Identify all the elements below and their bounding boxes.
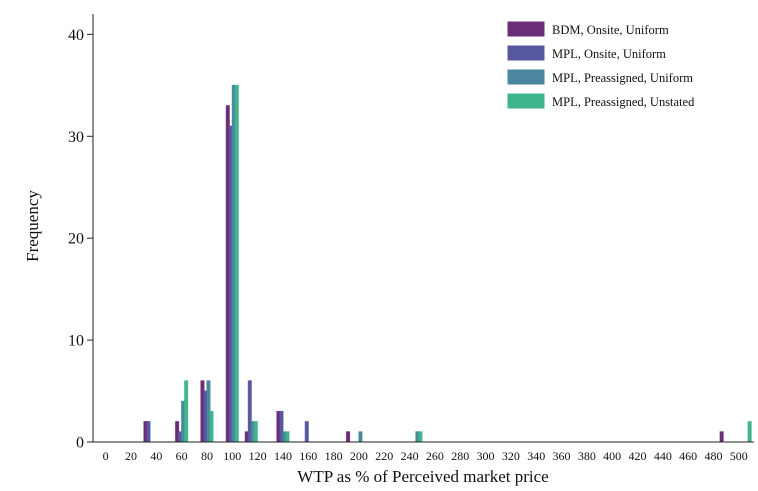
x-axis-label: WTP as % of Perceived market price: [297, 467, 548, 486]
y-axis-label: Frequency: [23, 190, 42, 262]
x-tick-label: 220: [375, 449, 393, 463]
y-tick-label: 20: [68, 231, 84, 248]
bars-layer: [143, 84, 752, 443]
legend-swatch-bdm-onsite-uniform: [507, 21, 545, 37]
x-tick-label: 260: [426, 449, 444, 463]
legend-swatch-mpl-onsite-uniform: [507, 45, 545, 61]
x-tick-label: 480: [704, 449, 722, 463]
legend-label-mpl-onsite-uniform: MPL, Onsite, Uniform: [552, 47, 666, 61]
x-tick-label: 240: [401, 449, 419, 463]
bar-mpl-onsite-uniform-35: [146, 421, 151, 443]
x-tick-label: 280: [451, 449, 469, 463]
x-tick-label: 140: [274, 449, 292, 463]
y-tick-label: 40: [68, 27, 84, 44]
bar-bdm-onsite-uniform-195: [346, 431, 351, 443]
x-tick-label: 180: [325, 449, 343, 463]
legend-label-mpl-preassigned-uniform: MPL, Preassigned, Uniform: [552, 71, 693, 85]
bar-mpl-preassigned-unstated-115: [253, 421, 258, 443]
bar-mpl-preassigned-unstated-100: [234, 84, 239, 443]
bar-mpl-preassigned-unstated-245: [418, 431, 423, 443]
x-tick-label: 200: [350, 449, 368, 463]
legend: BDM, Onsite, Uniform MPL, Onsite, Uniform…: [507, 21, 695, 109]
x-tick-label: 20: [125, 449, 137, 463]
legend-label-bdm-onsite-uniform: BDM, Onsite, Uniform: [552, 23, 669, 37]
x-tick-label: 380: [578, 449, 596, 463]
x-tick-label: 160: [299, 449, 317, 463]
bar-mpl-preassigned-unstated-140: [285, 431, 290, 443]
x-tick-label: 40: [150, 449, 162, 463]
x-tick-label: 320: [502, 449, 520, 463]
legend-swatch-mpl-preassigned-unstated: [507, 93, 545, 109]
y-tick-label: 30: [68, 129, 84, 146]
bar-bdm-onsite-uniform-490: [719, 431, 724, 443]
bar-mpl-preassigned-unstated-60: [184, 380, 189, 443]
x-tick-label: 440: [654, 449, 672, 463]
x-tick-label: 60: [176, 449, 188, 463]
x-tick-label: 120: [249, 449, 267, 463]
bar-mpl-preassigned-unstated-80: [209, 410, 214, 443]
x-tick-label: 340: [527, 449, 545, 463]
x-tick-label: 0: [103, 449, 109, 463]
bar-mpl-onsite-uniform-160: [304, 421, 309, 443]
x-tick-label: 460: [679, 449, 697, 463]
x-tick-label: 300: [477, 449, 495, 463]
x-tick-label: 360: [553, 449, 571, 463]
legend-swatch-mpl-preassigned-uniform: [507, 69, 545, 85]
x-tick-label: 500: [730, 449, 748, 463]
y-tick-label: 0: [76, 435, 84, 452]
x-tick-label: 420: [629, 449, 647, 463]
x-tick-label: 80: [201, 449, 213, 463]
y-ticks: 0 10 20 30 40: [68, 27, 93, 452]
x-tick-label: 100: [223, 449, 241, 463]
legend-label-mpl-preassigned-unstated: MPL, Preassigned, Unstated: [552, 95, 695, 109]
x-ticks: 0 20 40 60 80 100 120 140 160 180 200 220 240 260 280 3…: [103, 449, 748, 463]
y-tick-label: 10: [68, 333, 84, 350]
bar-mpl-preassigned-unstated-505: [747, 421, 752, 443]
x-tick-label: 400: [603, 449, 621, 463]
bar-mpl-preassigned-uniform-200: [358, 431, 363, 443]
